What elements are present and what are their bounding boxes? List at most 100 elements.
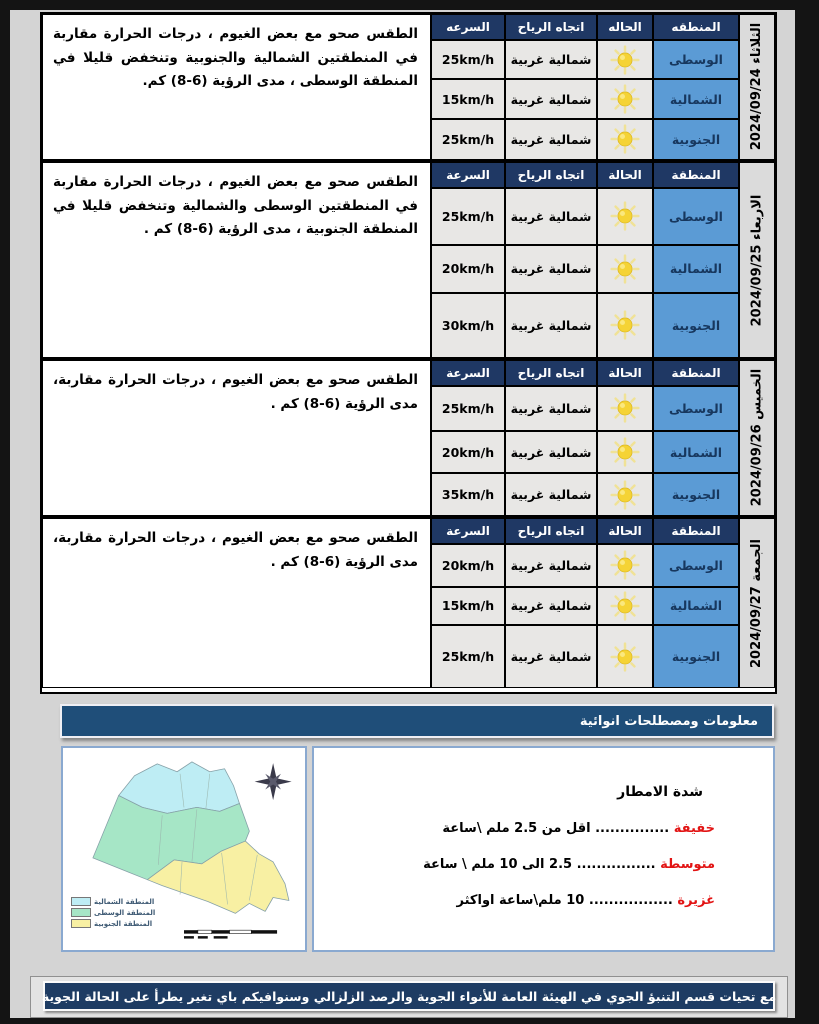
wind-cell: شمالية غربية — [505, 292, 597, 358]
speed-cell: 25km/h — [431, 118, 505, 160]
speed-cell: 25km/h — [431, 188, 505, 245]
compass-rose-icon — [254, 763, 292, 801]
wind-cell: شمالية غربية — [505, 118, 597, 160]
sun-icon — [610, 437, 640, 467]
wind-cell: شمالية غربية — [505, 544, 597, 587]
forecast-table-wednesday: الاربعاء 2024/09/25 المنطقة الحالة اتجاه… — [42, 162, 775, 360]
rain-level-detail: ................. 10 ملم\ساعة اواكثر — [456, 893, 673, 908]
rain-level-detail: ................ 2.5 الى 10 ملم \ ساعة — [423, 857, 656, 872]
legend-item-central: المنطقة الوسطى — [71, 908, 155, 917]
condition-cell — [597, 625, 653, 688]
forecast-text: الطقس صحو مع بعض الغيوم ، درجات الحرارة … — [42, 518, 431, 688]
day-date-cell: الخميس 2024/09/26 — [739, 360, 775, 516]
legend-label: المنطقة الشمالية — [94, 897, 155, 906]
col-header-speed: السرعة — [431, 518, 505, 544]
rain-level-name: غزيرة — [677, 893, 715, 908]
forecast-table-thursday: الخميس 2024/09/26 المنطقة الحالة اتجاه ا… — [42, 360, 775, 518]
info-terms-title: معلومات ومصطلحات انوائية — [579, 713, 758, 729]
col-header-condition: الحالة — [597, 162, 653, 188]
north-region-swatch — [71, 897, 91, 906]
sun-icon — [610, 591, 640, 621]
region-cell: الجنوبية — [653, 292, 739, 358]
speed-cell: 20km/h — [431, 544, 505, 587]
col-header-wind: اتجاه الرياح — [505, 162, 597, 188]
region-cell: الوسطى — [653, 188, 739, 245]
legend-label: المنطقة الجنوبية — [94, 919, 153, 928]
col-header-region: المنطقة — [653, 162, 739, 188]
col-header-region: المنطقه — [653, 14, 739, 40]
iraq-map — [92, 761, 292, 939]
sun-icon — [610, 393, 640, 423]
condition-cell — [597, 40, 653, 80]
condition-cell — [597, 586, 653, 625]
rain-level-name: متوسطة — [660, 857, 715, 872]
col-header-condition: الحالة — [597, 518, 653, 544]
legend-item-south: المنطقة الجنوبية — [71, 919, 155, 928]
sun-icon — [610, 254, 640, 284]
central-region-swatch — [71, 908, 91, 917]
speed-cell: 20km/h — [431, 430, 505, 474]
day-date-label: الخميس 2024/09/26 — [749, 369, 765, 507]
speed-cell: 25km/h — [431, 40, 505, 80]
condition-cell — [597, 386, 653, 431]
region-cell: الشمالية — [653, 244, 739, 293]
footer-greeting-bar: مع تحيات قسم التنبؤ الجوي في الهيئة العا… — [41, 981, 777, 1011]
map-scale-bar — [184, 929, 278, 939]
sun-icon — [610, 480, 640, 510]
wind-cell: شمالية غربية — [505, 430, 597, 474]
south-region-swatch — [71, 919, 91, 928]
forecast-text: الطقس صحو مع بعض الغيوم ، درجات الحرارة … — [42, 360, 431, 516]
map-legend: المنطقة الشمالية المنطقة الوسطى المنطقة … — [71, 897, 155, 928]
region-cell: الوسطى — [653, 40, 739, 80]
condition-cell — [597, 79, 653, 119]
wind-cell: شمالية غربية — [505, 79, 597, 119]
forecast-text: الطقس صحو مع بعض الغيوم ، درجات الحرارة … — [42, 162, 431, 358]
footer-frame: مع تحيات قسم التنبؤ الجوي في الهيئة العا… — [30, 976, 788, 1018]
legend-item-north: المنطقة الشمالية — [71, 897, 155, 906]
wind-cell: شمالية غربية — [505, 188, 597, 245]
sun-icon — [610, 201, 640, 231]
weather-forecast-block: الثلاثاء 2024/09/24 المنطقه الحاله اتجاه… — [40, 12, 777, 694]
day-date-label: الجمعة 2024/09/27 — [749, 538, 765, 668]
forecast-table-tuesday: الثلاثاء 2024/09/24 المنطقه الحاله اتجاه… — [42, 14, 775, 162]
speed-cell: 15km/h — [431, 79, 505, 119]
iraq-regions-map-panel: المنطقة الشمالية المنطقة الوسطى المنطقة … — [61, 746, 307, 952]
col-header-condition: الحالة — [597, 360, 653, 386]
speed-cell: 35km/h — [431, 473, 505, 516]
condition-cell — [597, 118, 653, 160]
wind-cell: شمالية غربية — [505, 386, 597, 431]
col-header-wind: اتجاه الرياح — [505, 360, 597, 386]
region-cell: الجنوبية — [653, 473, 739, 516]
sun-icon — [610, 642, 640, 672]
rain-level-light: خفيفة ............... اقل من 2.5 ملم \سا… — [314, 821, 715, 836]
rain-intensity-panel: شدة الامطار خفيفة ............... اقل من… — [312, 746, 775, 952]
wind-cell: شمالية غربية — [505, 473, 597, 516]
condition-cell — [597, 188, 653, 245]
sun-icon — [610, 310, 640, 340]
forecast-text: الطقس صحو مع بعض الغيوم ، درجات الحرارة … — [42, 14, 431, 160]
col-header-region: المنطقة — [653, 360, 739, 386]
forecast-table-friday: الجمعة 2024/09/27 المنطقة الحالة اتجاه ا… — [42, 518, 775, 688]
col-header-wind: اتجاه الرياح — [505, 518, 597, 544]
speed-cell: 30km/h — [431, 292, 505, 358]
rain-level-name: خفيفة — [673, 821, 715, 836]
speed-cell: 15km/h — [431, 586, 505, 625]
region-cell: الجنوبية — [653, 625, 739, 688]
col-header-speed: السرعه — [431, 14, 505, 40]
day-date-cell: الثلاثاء 2024/09/24 — [739, 14, 775, 160]
sun-icon — [610, 550, 640, 580]
region-cell: الشمالية — [653, 430, 739, 474]
info-terms-title-bar: معلومات ومصطلحات انوائية — [60, 704, 774, 738]
legend-label: المنطقة الوسطى — [94, 908, 156, 917]
rain-intensity-title: شدة الامطار — [617, 784, 703, 800]
region-cell: الوسطى — [653, 544, 739, 587]
condition-cell — [597, 244, 653, 293]
speed-cell: 20km/h — [431, 244, 505, 293]
speed-cell: 25km/h — [431, 386, 505, 431]
condition-cell — [597, 544, 653, 587]
region-cell: الجنوبية — [653, 118, 739, 160]
region-cell: الشمالية — [653, 586, 739, 625]
day-date-label: الثلاثاء 2024/09/24 — [749, 23, 765, 151]
footer-text: مع تحيات قسم التنبؤ الجوي في الهيئة العا… — [41, 988, 777, 1004]
col-header-condition: الحاله — [597, 14, 653, 40]
